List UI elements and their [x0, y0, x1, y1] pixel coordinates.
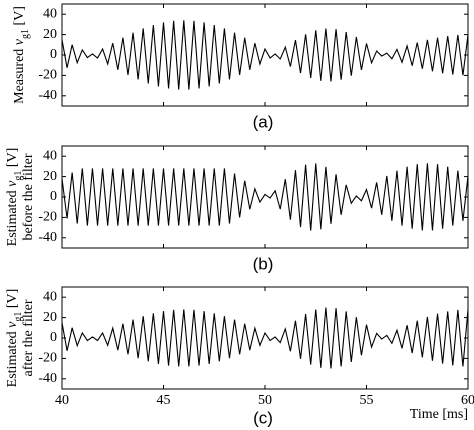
- y-axis-label-part: g1: [20, 29, 31, 39]
- panel-label: (a): [253, 112, 274, 131]
- y-tick-label: 0: [50, 330, 57, 345]
- y-axis-label: Estimated vg1 [V]: [5, 148, 24, 247]
- y-axis-label-part: Measured: [12, 45, 27, 104]
- panel-label: (c): [253, 408, 273, 427]
- y-axis-label-part: v: [5, 180, 20, 187]
- y-tick-label: 40: [43, 289, 57, 304]
- y-axis-label-part: v: [5, 321, 20, 328]
- y-axis-label: Estimated vg1 [V]: [5, 289, 24, 388]
- y-tick-label: -20: [38, 351, 57, 366]
- signal-line: [61, 307, 469, 369]
- signal-line: [61, 163, 469, 231]
- panel-label: (b): [253, 254, 274, 273]
- plot-frame: [61, 286, 469, 390]
- x-tick-label: 60: [461, 393, 474, 408]
- x-tick-label: 50: [258, 393, 272, 408]
- y-tick-label: 0: [50, 189, 57, 204]
- y-tick-label: -40: [38, 88, 57, 103]
- signal-line: [61, 20, 469, 90]
- y-tick-label: -40: [38, 371, 57, 386]
- y-axis-label-2: before the filter: [21, 153, 36, 240]
- x-tick-label: 45: [157, 393, 171, 408]
- y-tick-label: 40: [43, 6, 57, 21]
- y-axis-label-part: [V]: [5, 289, 20, 312]
- y-axis-label-part: v: [12, 38, 27, 45]
- y-tick-label: 20: [43, 169, 57, 184]
- y-axis-label: Measured vg1 [V]: [12, 6, 31, 104]
- y-tick-label: -20: [38, 210, 57, 225]
- x-axis-label: Time [ms]: [410, 407, 468, 422]
- y-tick-label: -20: [38, 68, 57, 83]
- y-axis-label-part: [V]: [12, 6, 27, 29]
- y-axis-label-part: g1: [13, 171, 24, 181]
- y-axis-label-part: Estimated: [5, 328, 20, 388]
- y-tick-label: 20: [43, 27, 57, 42]
- y-tick-label: 40: [43, 148, 57, 163]
- y-axis-label-part: [V]: [5, 148, 20, 171]
- y-tick-label: 0: [50, 47, 57, 62]
- y-tick-label: 20: [43, 310, 57, 325]
- plot-frame: [61, 3, 469, 107]
- y-axis-label-part: g1: [13, 312, 24, 322]
- x-tick-label: 55: [360, 393, 374, 408]
- y-axis-label-part: Estimated: [5, 187, 20, 247]
- y-tick-label: -40: [38, 230, 57, 245]
- plot-frame: [61, 145, 469, 249]
- y-axis-label-2: after the filter: [21, 299, 36, 376]
- x-tick-label: 40: [55, 393, 69, 408]
